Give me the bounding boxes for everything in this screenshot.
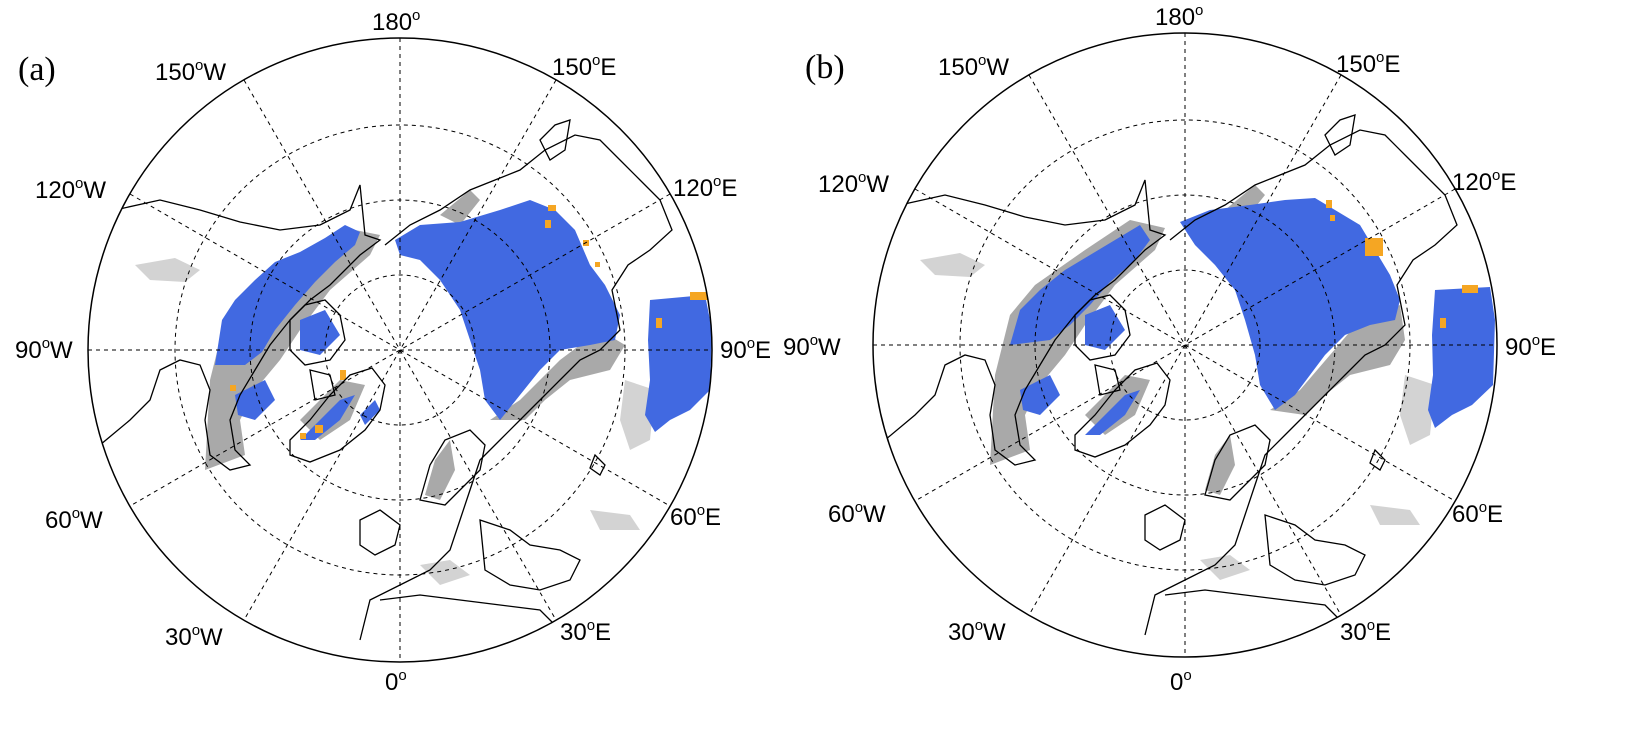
panel-b-lon-150e: 150oE bbox=[1336, 49, 1400, 78]
panel-b-coast-greenland bbox=[1074, 362, 1171, 458]
panel-b-orange-4 bbox=[1462, 285, 1478, 293]
panel-a-blue-tibet bbox=[645, 295, 712, 432]
panel-a-coast-mediterranean bbox=[379, 594, 561, 631]
panel-b-lightgray-rockies bbox=[920, 253, 985, 277]
panel-a-coast-greenland bbox=[289, 367, 386, 463]
panel-a-coast-eurasia bbox=[359, 134, 673, 641]
panel-a: (a) 180o 150oE 120oE 90oE 60oE 30oE 0o 3… bbox=[15, 7, 771, 696]
panel-b-lon-120w: 120oW bbox=[818, 169, 889, 198]
panel-b-light-gray-areas bbox=[920, 253, 1435, 580]
panel-a-coast-japan bbox=[589, 453, 606, 476]
panel-b-lon-180: 180o bbox=[1155, 2, 1203, 31]
panel-b-coast-europe bbox=[1144, 504, 1366, 586]
panel-b-map bbox=[879, 114, 1495, 636]
panel-a-graticule bbox=[88, 38, 712, 662]
panel-a-coast-arctic-archipelago bbox=[289, 299, 346, 401]
panel-b-coast-north-america bbox=[879, 179, 1167, 496]
panel-a-lightgray-rockies bbox=[135, 258, 200, 282]
panel-b-orange-5 bbox=[1440, 318, 1446, 328]
panel-a-orange-10 bbox=[230, 385, 236, 391]
panel-b-lon-90e: 90oE bbox=[1505, 332, 1556, 361]
panel-b-coast-scandinavia bbox=[1204, 424, 1271, 501]
panel-b-orange-3 bbox=[1365, 238, 1383, 256]
panel-a-blue-greenland-west bbox=[300, 395, 355, 440]
panel-b-lon-30e: 30oE bbox=[1340, 617, 1391, 646]
panel-b-coast-arctic-archipelago bbox=[1074, 294, 1131, 396]
panel-a-lightgray-alps bbox=[420, 560, 470, 585]
panel-a-orange-8 bbox=[315, 425, 323, 433]
panel-a-orange-9 bbox=[300, 433, 306, 439]
panel-a-orange-2 bbox=[545, 220, 551, 228]
panel-b-orange-areas bbox=[1326, 200, 1478, 328]
panel-a-orange-6 bbox=[656, 318, 662, 328]
panel-a-lon-60w: 60oW bbox=[45, 505, 103, 534]
panel-a-label: (a) bbox=[18, 51, 56, 88]
panel-a-lon-120w: 120oW bbox=[35, 175, 106, 204]
panel-b-gray-siberia bbox=[1270, 305, 1405, 415]
panel-a-gray-siberia bbox=[490, 330, 625, 420]
panel-b-coastlines bbox=[879, 114, 1458, 636]
panel-a-lon-60e: 60oE bbox=[670, 502, 721, 531]
panel-a-lightgray-mideast bbox=[590, 510, 640, 530]
panel-a-coast-scandinavia bbox=[419, 429, 486, 506]
panel-a-lon-30e: 30oE bbox=[560, 617, 611, 646]
panel-a-light-gray-areas bbox=[135, 258, 655, 585]
panel-a-blue-hudson bbox=[235, 380, 275, 420]
panel-b-coast-eurasia bbox=[1144, 129, 1458, 636]
panel-a-blue-eurasia bbox=[395, 200, 620, 420]
panel-a-blue-greenland-east bbox=[360, 400, 380, 425]
panel-b-coast-mediterranean bbox=[1164, 589, 1346, 626]
panel-b-orange-1 bbox=[1326, 200, 1332, 208]
panel-a-lon-180: 180o bbox=[372, 7, 420, 36]
panel-a-border bbox=[87, 37, 713, 663]
panel-a-blue-arctic-islands bbox=[300, 310, 340, 355]
panel-b-blue-hudson bbox=[1020, 375, 1060, 415]
panel-b-gray-scandinavia bbox=[1205, 435, 1235, 495]
panel-a-coastlines bbox=[94, 119, 673, 641]
panel-b-lon-60e: 60oE bbox=[1452, 499, 1503, 528]
panel-a-lon-90w: 90oW bbox=[15, 335, 73, 364]
panel-b-lon-120e: 120oE bbox=[1452, 167, 1516, 196]
panel-b-coast-kamchatka bbox=[1324, 114, 1356, 156]
panel-b-lon-0: 0o bbox=[1170, 667, 1192, 696]
panel-b-orange-2 bbox=[1330, 215, 1335, 221]
panel-a-gray-scandinavia bbox=[425, 440, 455, 500]
panel-a-orange-5 bbox=[690, 292, 708, 300]
panel-b-blue-tibet bbox=[1428, 287, 1495, 428]
panel-a-coast-north-america bbox=[94, 184, 382, 501]
panel-a-orange-1 bbox=[548, 205, 556, 211]
panel-b-lon-30w: 30oW bbox=[948, 617, 1006, 646]
panel-b-blue-arctic-islands bbox=[1085, 305, 1125, 350]
panel-b-lightgray-mideast bbox=[1370, 505, 1420, 525]
panel-b-graticule bbox=[873, 33, 1497, 657]
panel-a-lightgray-tibet bbox=[620, 380, 655, 450]
panel-b-blue-north-america bbox=[1010, 225, 1150, 345]
panel-b-lon-150w: 150oW bbox=[938, 52, 1009, 81]
panel-a-coast-kamchatka bbox=[539, 119, 571, 161]
panel-a-orange-7 bbox=[340, 370, 346, 380]
panel-a-coast-europe bbox=[359, 509, 581, 591]
panel-b-lon-90w: 90oW bbox=[783, 332, 841, 361]
panel-a-lon-150w: 150oW bbox=[155, 57, 226, 86]
panel-a-lon-90e: 90oE bbox=[720, 335, 771, 364]
panel-b-lightgray-tibet bbox=[1400, 375, 1435, 445]
panel-b-lightgray-alps bbox=[1200, 555, 1250, 580]
panel-b-border bbox=[872, 32, 1498, 658]
panel-a-map bbox=[94, 119, 712, 641]
panel-a-gray-alaska bbox=[440, 190, 480, 225]
panel-b-label: (b) bbox=[805, 49, 845, 86]
panel-a-orange-4 bbox=[595, 262, 600, 267]
panel-b-blue-eurasia bbox=[1180, 198, 1400, 410]
panel-b-blue-greenland-west bbox=[1085, 390, 1140, 435]
panel-a-lon-0: 0o bbox=[385, 667, 407, 696]
panel-b: (b) 180o 150oE 120oE 90oE 60oE 30oE 0o 3… bbox=[783, 2, 1556, 696]
panel-b-lon-60w: 60oW bbox=[828, 499, 886, 528]
panel-b-coast-japan bbox=[1369, 448, 1386, 471]
panel-a-lon-30w: 30oW bbox=[165, 622, 223, 651]
panel-a-lon-150e: 150oE bbox=[552, 52, 616, 81]
panel-a-lon-120e: 120oE bbox=[673, 173, 737, 202]
